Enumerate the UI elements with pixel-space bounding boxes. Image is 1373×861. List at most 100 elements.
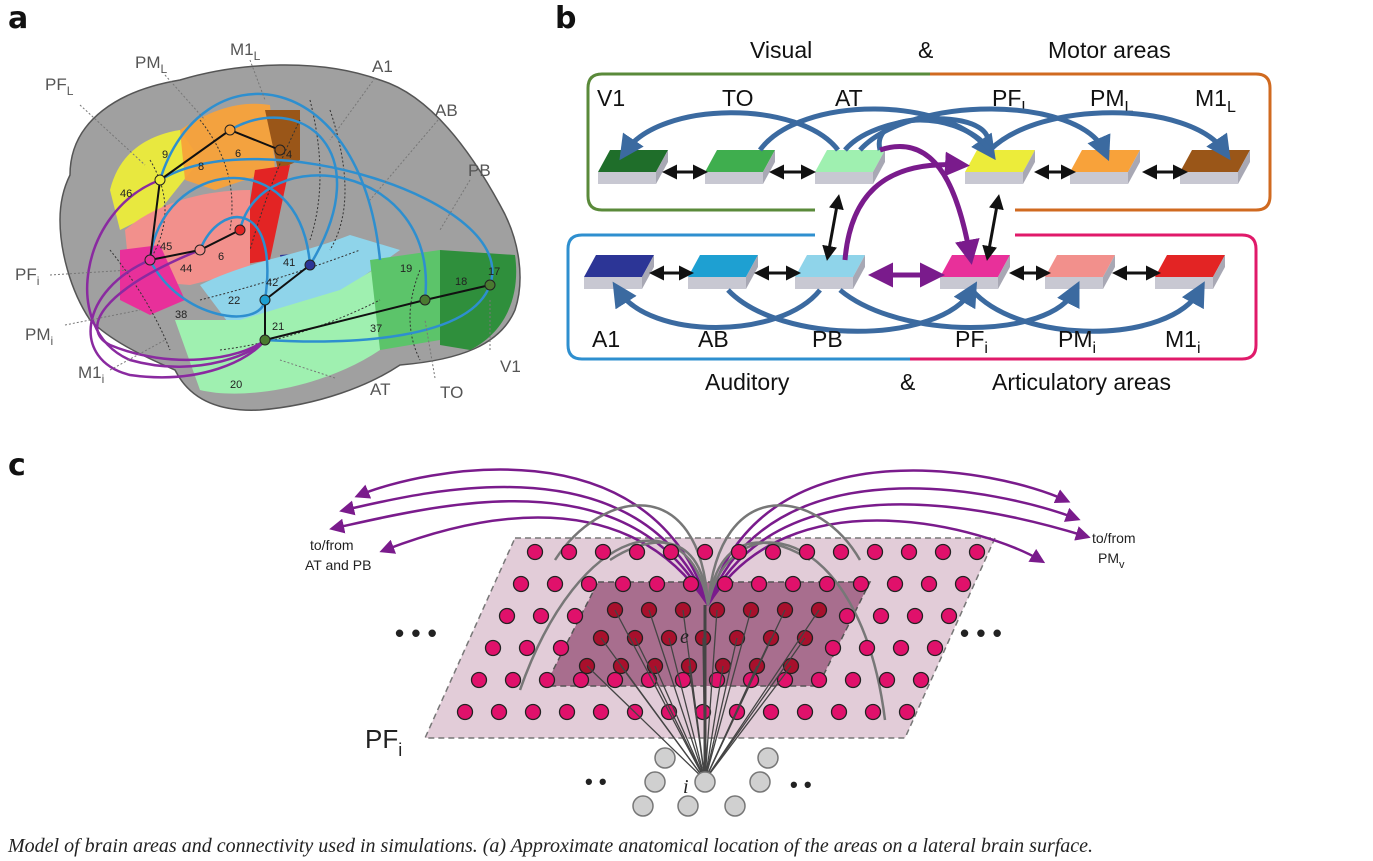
top-block-2 xyxy=(815,150,885,184)
bottom-area-labels: A1 AB PB PFi PMi M1i xyxy=(592,326,1201,357)
area-label-pfi: PFi xyxy=(365,724,402,760)
brain-nodes xyxy=(144,124,496,346)
inh-line xyxy=(704,665,792,781)
exc-cell xyxy=(762,703,780,721)
exc-cell xyxy=(824,639,842,657)
ba-44: 44 xyxy=(180,263,192,275)
exc-cell xyxy=(838,607,856,625)
top-block-0 xyxy=(598,150,668,184)
right-note-line2: PMv xyxy=(1098,550,1125,571)
top-block-4 xyxy=(1070,150,1140,184)
left-note-line2: AT and PB xyxy=(305,557,371,573)
title-auditory: Auditory xyxy=(705,369,790,395)
exc-cell xyxy=(730,543,748,561)
exc-cell xyxy=(716,575,734,593)
exc-cell xyxy=(614,575,632,593)
bottom-block-2 xyxy=(795,255,865,289)
inhibitory-cells xyxy=(632,747,779,817)
top-block-3 xyxy=(965,150,1035,184)
exc-cell xyxy=(628,543,646,561)
title-top-amp: & xyxy=(918,37,933,63)
bottom-label-1: AB xyxy=(698,326,729,352)
bottom-block-4 xyxy=(1045,255,1115,289)
ba-41: 41 xyxy=(283,257,295,269)
top-block-5 xyxy=(1180,150,1250,184)
exc-cell xyxy=(498,607,516,625)
ba-18: 18 xyxy=(455,276,467,288)
exc-cell xyxy=(512,575,530,593)
excitatory-label: e xyxy=(680,626,689,648)
title-articulatory: Articulatory areas xyxy=(992,369,1171,395)
exc-cell xyxy=(546,575,564,593)
label-pml: PML xyxy=(135,53,168,76)
exc-cell xyxy=(526,543,544,561)
exc-cell xyxy=(594,543,612,561)
exc-cell xyxy=(640,671,658,689)
exc-cell xyxy=(832,543,850,561)
exc-cell xyxy=(606,671,624,689)
exc-cell xyxy=(524,703,542,721)
label-a1: A1 xyxy=(372,57,393,76)
exc-cell xyxy=(872,607,890,625)
exc-cell xyxy=(920,575,938,593)
exc-cell xyxy=(954,575,972,593)
ba-8: 8 xyxy=(198,161,204,173)
label-m1i: M1i xyxy=(78,363,104,386)
inhibitory-label: i xyxy=(683,776,689,798)
exc-cell xyxy=(456,703,474,721)
exc-cell xyxy=(926,639,944,657)
label-pfi: PFi xyxy=(15,265,39,288)
inh-line xyxy=(620,665,706,781)
ba-20: 20 xyxy=(230,379,242,391)
frame-motor xyxy=(930,72,1272,212)
exc-cell xyxy=(776,671,794,689)
exc-cell xyxy=(518,639,536,657)
exc-cell xyxy=(886,575,904,593)
exc-cell xyxy=(784,575,802,593)
label-to: TO xyxy=(440,383,463,402)
top-adjacent-arrows xyxy=(662,164,1188,261)
exc-cell xyxy=(566,607,584,625)
ba-37: 37 xyxy=(370,323,382,335)
panel-b-letter: b xyxy=(555,1,576,36)
label-m1l: M1L xyxy=(230,40,261,63)
inh-line xyxy=(668,637,706,781)
top-arcs xyxy=(619,106,1231,162)
cross-purple-arrows xyxy=(842,144,980,288)
bottom-block-1 xyxy=(688,255,758,289)
region-frontal-magenta xyxy=(120,245,185,315)
ba-6-lower: 6 xyxy=(218,251,224,263)
ba-46: 46 xyxy=(120,188,132,200)
ba-22: 22 xyxy=(228,295,240,307)
exc-cell xyxy=(934,543,952,561)
inh-line xyxy=(704,609,752,781)
ellipsis-right: • • • xyxy=(960,618,1002,648)
top-block-1 xyxy=(705,150,775,184)
panel-c-letter: c xyxy=(8,448,26,483)
label-at: AT xyxy=(370,380,390,399)
frame-visual xyxy=(586,72,930,212)
region-temporal-lightgreen xyxy=(175,260,410,394)
exc-cell xyxy=(818,575,836,593)
exc-cell xyxy=(906,607,924,625)
title-visual: Visual xyxy=(750,37,812,63)
panel-a: a xyxy=(8,1,521,411)
exc-cell xyxy=(572,671,590,689)
exc-cell xyxy=(560,543,578,561)
inh-line xyxy=(704,637,738,781)
inh-line xyxy=(634,637,706,781)
exc-cell xyxy=(968,543,986,561)
exc-cell xyxy=(852,575,870,593)
exc-cell xyxy=(750,575,768,593)
ellipsis-left: • • • xyxy=(395,618,437,648)
right-note-line1: to/from xyxy=(1092,530,1136,546)
inh-line xyxy=(654,665,706,781)
exc-cell xyxy=(552,639,570,657)
exc-cell xyxy=(580,575,598,593)
region-occipital-darkgreen xyxy=(440,250,517,350)
exc-cell xyxy=(504,671,522,689)
exc-cell xyxy=(858,639,876,657)
panel-b: b Visual & Motor areas V1 TO AT PFL PML … xyxy=(555,1,1272,395)
bottom-label-3: PFi xyxy=(955,326,988,357)
